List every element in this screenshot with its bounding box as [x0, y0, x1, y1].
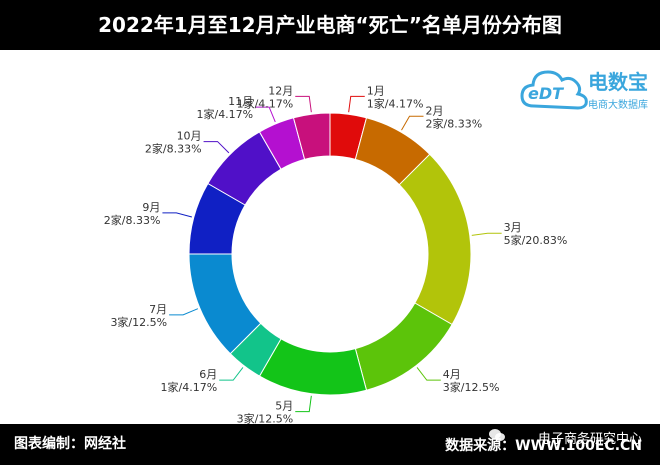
slice-label-value-9: 2家/8.33%: [104, 213, 161, 227]
leader-line-9: [162, 212, 193, 218]
chart-source-editor: 图表编制：网经社: [14, 436, 126, 452]
slice-label-month-11: 11月: [228, 95, 253, 108]
slice-label-value-10: 2家/8.33%: [145, 142, 202, 156]
donut-chart-svg: 1月1家/4.17%2月2家/8.33%3月5家/20.83%4月3家/12.5…: [104, 84, 568, 425]
cloud-logo-icon: [520, 70, 588, 110]
wechat-icon: [489, 429, 505, 441]
footer-bar: 图表编制：网经社 数据来源：WWW.100EC.CN: [0, 424, 660, 465]
slice-label-value-3: 5家/20.83%: [504, 233, 568, 247]
chart-title: 2022年1月至12月产业电商“死亡”名单月份分布图: [0, 0, 660, 50]
donut-chart: 1月 1家/4.17% 2月 2家/8.33% 3月 5家/20.83% 4月 3家/12.5…: [0, 50, 660, 425]
slice-label-value-2: 2家/8.33%: [426, 116, 483, 130]
slice-label-month-10: 10月: [177, 130, 202, 143]
leader-line-7: [169, 308, 199, 316]
slice-label-month-12: 12月: [268, 84, 293, 97]
slice-label-value-4: 3家/12.5%: [443, 380, 500, 394]
slice-label-month-9: 9月: [142, 201, 160, 214]
logo-mark: eDT: [528, 84, 564, 103]
slice-label-month-1: 1月: [367, 84, 385, 97]
slice-label-month-7: 7月: [149, 303, 167, 316]
slice-label-month-3: 3月: [504, 221, 522, 234]
logo-title: 电数宝: [588, 70, 648, 94]
data-source: 数据来源：WWW.100EC.CN: [445, 438, 642, 454]
logo: [520, 62, 656, 122]
leader-line-1: [348, 95, 365, 113]
slice-label-value-12: 1家/4.17%: [237, 96, 294, 110]
donut-slice-4: [354, 302, 453, 391]
donut-slice-12: [292, 112, 331, 160]
leader-line-6: [219, 367, 244, 381]
slice-label-month-6: 6月: [199, 368, 217, 381]
donut-slice-3: [398, 153, 472, 326]
slice-label-month-5: 5月: [275, 400, 293, 413]
slice-label-value-5: 3家/12.5%: [237, 412, 294, 424]
leader-line-3: [471, 232, 502, 236]
slice-label-value-6: 1家/4.17%: [161, 380, 218, 394]
leader-line-2: [401, 115, 424, 131]
watermark-text: 电子商务研究中心: [537, 432, 642, 447]
leader-line-5: [295, 395, 312, 413]
slice-label-month-4: 4月: [443, 368, 461, 381]
leader-line-10: [203, 141, 230, 154]
logo-subtitle: 电商大数据库: [588, 100, 648, 111]
slice-label-month-2: 2月: [426, 104, 444, 117]
leader-line-11: [255, 106, 276, 123]
leader-line-12: [295, 95, 312, 113]
leader-line-4: [416, 367, 441, 381]
slice-label-value-1: 1家/4.17%: [367, 96, 424, 110]
slice-label-value-11: 1家/4.17%: [196, 107, 253, 121]
slice-label-value-7: 3家/12.5%: [110, 315, 167, 329]
